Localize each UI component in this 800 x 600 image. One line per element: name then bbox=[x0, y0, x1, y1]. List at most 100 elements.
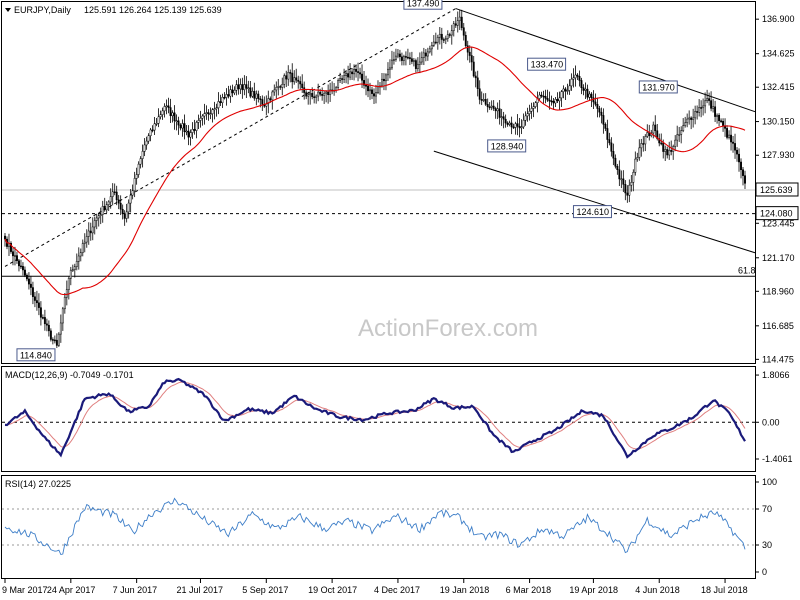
candle-body bbox=[422, 52, 425, 58]
candle-body bbox=[161, 110, 164, 115]
dropdown-arrow-icon[interactable] bbox=[5, 8, 11, 12]
candle-body bbox=[299, 81, 302, 85]
candle-body bbox=[165, 105, 168, 108]
candle-body bbox=[482, 99, 485, 101]
candle-body bbox=[736, 149, 738, 155]
candle-body bbox=[81, 243, 84, 253]
candle-body bbox=[231, 89, 234, 94]
candle-body bbox=[79, 252, 82, 257]
candle-body bbox=[177, 120, 180, 126]
support-level-label: 124.080 bbox=[760, 209, 793, 219]
candle-body bbox=[95, 217, 98, 221]
candle-body bbox=[452, 23, 455, 31]
annotation-box bbox=[638, 80, 678, 94]
candle-body bbox=[275, 87, 278, 91]
candle-body bbox=[323, 92, 326, 96]
candle-body bbox=[448, 34, 451, 36]
candle-body bbox=[87, 230, 90, 237]
candle-body bbox=[662, 142, 665, 152]
candle-body bbox=[253, 90, 256, 99]
candle-body bbox=[267, 98, 270, 105]
candle-body bbox=[321, 94, 324, 96]
candle-body bbox=[291, 72, 294, 83]
rising-trendline bbox=[4, 8, 457, 267]
candle-body bbox=[532, 106, 535, 109]
annotation-box bbox=[487, 139, 527, 153]
candle-body bbox=[664, 149, 667, 152]
candle-body bbox=[103, 206, 106, 211]
rsi-axis: 100 70 30 0 bbox=[755, 477, 777, 577]
candle-body bbox=[59, 322, 62, 335]
price-tick-label: 116.685 bbox=[762, 321, 794, 331]
candle-body bbox=[488, 106, 491, 109]
candle-body bbox=[426, 51, 429, 57]
candle-body bbox=[273, 89, 276, 93]
candle-body bbox=[680, 130, 683, 135]
candle-body bbox=[121, 208, 124, 215]
candle-body bbox=[235, 84, 238, 91]
candle-body bbox=[49, 330, 52, 340]
candle-body bbox=[624, 184, 627, 194]
watermark: ActionForex.com bbox=[358, 315, 538, 342]
candle-body bbox=[143, 144, 146, 152]
symbol-title: EURJPY,Daily bbox=[14, 5, 71, 15]
candle-body bbox=[219, 101, 222, 104]
candle-body bbox=[502, 116, 505, 120]
date-tick-label: 21 Jul 2017 bbox=[176, 585, 223, 595]
candle-body bbox=[77, 255, 80, 262]
candle-body bbox=[35, 300, 38, 304]
candle-body bbox=[686, 118, 689, 124]
candle-body bbox=[440, 33, 443, 40]
candle-body bbox=[474, 75, 477, 79]
candle-body bbox=[710, 100, 713, 109]
candle-body bbox=[712, 106, 715, 109]
candle-body bbox=[692, 117, 695, 120]
rsi-series-line bbox=[4, 497, 746, 556]
candle-body bbox=[442, 39, 445, 41]
candle-body bbox=[462, 27, 465, 36]
candle-body bbox=[145, 140, 148, 146]
candle-body bbox=[369, 89, 371, 92]
candle-body bbox=[197, 120, 200, 123]
candle-body bbox=[133, 178, 136, 192]
candle-body bbox=[151, 129, 154, 132]
candle-body bbox=[63, 296, 66, 310]
candle-body bbox=[85, 236, 88, 243]
support-level-box bbox=[755, 206, 799, 221]
candle-body bbox=[257, 93, 260, 99]
macd-tick-label: 0.00 bbox=[762, 417, 780, 427]
candle-body bbox=[642, 143, 645, 145]
candle-body bbox=[4, 235, 6, 240]
candle-body bbox=[716, 114, 719, 117]
candle-body bbox=[365, 85, 367, 87]
candle-body bbox=[175, 120, 178, 123]
candle-body bbox=[367, 85, 369, 92]
candle-body bbox=[381, 78, 383, 87]
rsi-title: RSI(14) 27.0225 bbox=[5, 479, 71, 489]
candle-body bbox=[141, 151, 144, 159]
candle-body bbox=[510, 122, 513, 128]
candle-body bbox=[542, 95, 545, 98]
candle-body bbox=[167, 105, 170, 108]
candle-body bbox=[584, 88, 587, 91]
date-tick-label: 19 Jan 2018 bbox=[440, 585, 490, 595]
candle-body bbox=[460, 16, 463, 28]
candle-body bbox=[560, 91, 563, 99]
candle-body bbox=[23, 269, 26, 276]
candle-body bbox=[233, 90, 236, 94]
candle-body bbox=[512, 126, 515, 129]
candle-body bbox=[191, 129, 194, 133]
candle-body bbox=[676, 134, 679, 141]
candle-body bbox=[580, 80, 583, 89]
candle-body bbox=[227, 94, 230, 97]
candle-body bbox=[41, 317, 44, 319]
rsi-tick-label: 70 bbox=[762, 504, 772, 514]
candle-body bbox=[484, 99, 487, 105]
candle-body bbox=[225, 94, 228, 98]
candle-body bbox=[726, 128, 728, 138]
candle-body bbox=[468, 51, 471, 56]
candle-body bbox=[83, 241, 86, 244]
candle-body bbox=[16, 255, 18, 261]
candle-body bbox=[261, 99, 264, 105]
candle-body bbox=[590, 93, 593, 99]
